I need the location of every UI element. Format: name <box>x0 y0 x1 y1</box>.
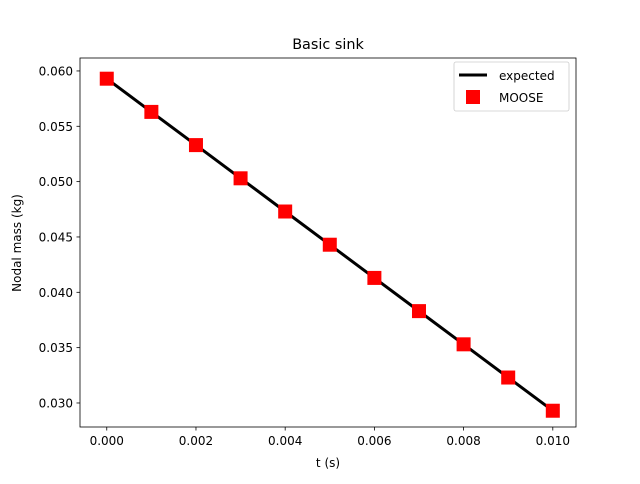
moose-marker <box>501 370 516 385</box>
x-tick-label: 0.002 <box>179 434 213 448</box>
y-tick-label: 0.040 <box>39 286 73 300</box>
y-tick-label: 0.060 <box>39 64 73 78</box>
legend: expected MOOSE <box>453 61 570 112</box>
moose-marker <box>545 403 560 418</box>
plot-frame <box>79 57 577 428</box>
y-tick-label: 0.055 <box>39 120 73 134</box>
x-tick-label: 0.006 <box>357 434 391 448</box>
moose-marker <box>456 337 471 352</box>
x-tick-label: 0.004 <box>268 434 302 448</box>
moose-marker <box>144 104 159 119</box>
moose-marker <box>278 204 293 219</box>
y-axis-label: Nodal mass (kg) <box>10 194 24 292</box>
moose-marker <box>99 71 114 86</box>
legend-moose-swatch <box>466 90 480 104</box>
chart-title: Basic sink <box>292 37 364 53</box>
legend-expected-label: expected <box>499 69 555 83</box>
x-axis-label: t (s) <box>316 456 340 470</box>
y-tick-label: 0.045 <box>39 230 73 244</box>
x-tick-label: 0.010 <box>536 434 570 448</box>
x-tick-label: 0.008 <box>446 434 480 448</box>
y-tick-label: 0.030 <box>39 396 73 410</box>
moose-marker <box>188 138 203 153</box>
x-tick-label: 0.000 <box>90 434 124 448</box>
y-tick-label: 0.050 <box>39 175 73 189</box>
moose-marker <box>367 270 382 285</box>
moose-marker <box>322 237 337 252</box>
moose-marker <box>411 304 426 319</box>
moose-marker <box>233 171 248 186</box>
y-tick-label: 0.035 <box>39 341 73 355</box>
legend-moose-label: MOOSE <box>499 91 543 105</box>
